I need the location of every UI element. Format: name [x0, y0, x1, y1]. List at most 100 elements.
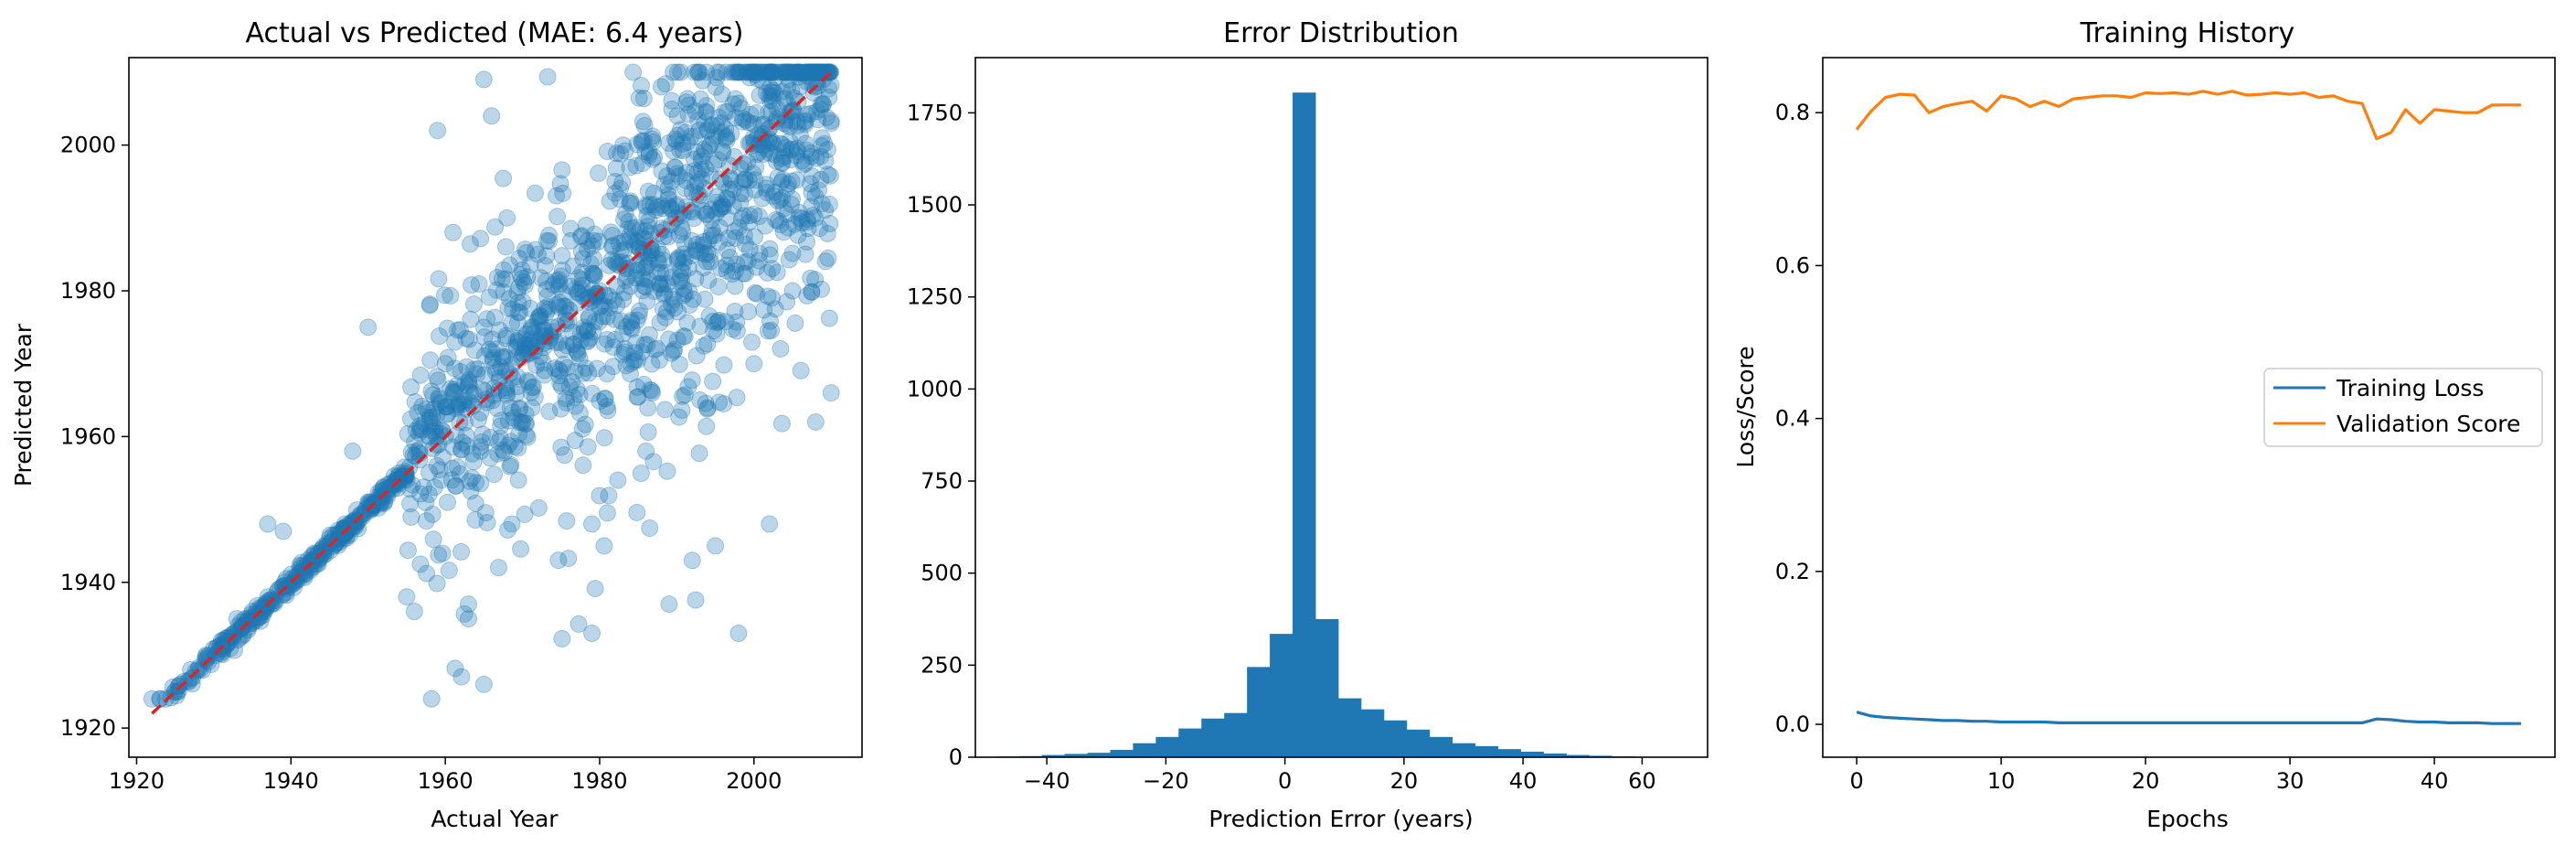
- scatter-point: [452, 363, 470, 381]
- scatter-point: [517, 426, 536, 444]
- scatter-point: [705, 226, 723, 244]
- scatter-point: [490, 372, 508, 390]
- scatter-point: [736, 171, 754, 189]
- scatter-point: [728, 63, 746, 81]
- scatter-point: [815, 134, 834, 153]
- scatter-point: [676, 327, 694, 346]
- scatter-point: [736, 235, 754, 253]
- scatter-point: [781, 63, 799, 81]
- scatter-point: [529, 309, 548, 327]
- scatter-point: [640, 211, 658, 230]
- scatter-point: [536, 366, 554, 384]
- scatter-point: [708, 313, 727, 331]
- scatter-point: [803, 283, 821, 301]
- scatter-point: [538, 287, 557, 305]
- scatter-point: [746, 171, 764, 189]
- scatter-point: [573, 276, 591, 294]
- scatter-point: [710, 311, 729, 329]
- scatter-point: [818, 63, 836, 81]
- scatter-point: [644, 453, 663, 471]
- scatter-point: [653, 196, 671, 214]
- scatter-point: [412, 421, 431, 439]
- scatter-point: [750, 143, 768, 161]
- scatter-point: [719, 190, 737, 209]
- scatter-point: [550, 298, 569, 316]
- scatter-point: [466, 494, 484, 512]
- scatter-point: [526, 389, 544, 407]
- scatter-point: [420, 403, 438, 422]
- scatter-point: [707, 78, 725, 96]
- scatter-point: [580, 309, 598, 327]
- scatter-point: [635, 336, 654, 354]
- scatter-point: [224, 625, 242, 643]
- scatter-point: [424, 530, 442, 549]
- scatter-point: [303, 556, 322, 574]
- history-frame: [1822, 57, 2556, 758]
- history-xtick-label: 10: [1987, 768, 2016, 794]
- scatter-point: [250, 608, 269, 626]
- scatter-point: [754, 125, 772, 144]
- scatter-point: [669, 303, 687, 321]
- scatter-point: [805, 63, 824, 81]
- scatter-point: [776, 63, 794, 81]
- scatter-point: [529, 498, 548, 517]
- scatter-point: [627, 334, 645, 352]
- scatter-point: [485, 465, 504, 484]
- scatter-xtick-label: 1960: [418, 768, 474, 794]
- scatter-point: [250, 607, 269, 626]
- scatter-point: [590, 313, 608, 331]
- scatter-point: [567, 280, 585, 298]
- scatter-point: [697, 205, 715, 223]
- scatter-point: [399, 541, 417, 560]
- scatter-point: [731, 185, 750, 203]
- scatter-point: [763, 133, 782, 151]
- scatter-point: [720, 249, 739, 267]
- scatter-point: [516, 405, 535, 423]
- scatter-point: [654, 300, 672, 318]
- scatter-point: [820, 195, 838, 213]
- scatter-point: [798, 63, 816, 81]
- scatter-point: [378, 487, 397, 505]
- scatter-point: [688, 164, 707, 182]
- scatter-point: [681, 201, 699, 219]
- scatter-y-ticks: 1920 1940 1960 1980 2000: [60, 133, 129, 741]
- scatter-point: [555, 297, 573, 316]
- scatter-point: [698, 400, 717, 418]
- scatter-point: [430, 388, 448, 406]
- scatter-point: [778, 179, 796, 198]
- scatter-point: [697, 97, 716, 115]
- scatter-point: [444, 382, 463, 401]
- scatter-point: [460, 373, 478, 391]
- scatter-point: [785, 215, 804, 233]
- scatter-point: [788, 63, 806, 81]
- scatter-point: [442, 471, 461, 489]
- scatter-point: [613, 325, 632, 343]
- scatter-point: [574, 250, 592, 268]
- scatter-point: [778, 116, 796, 134]
- scatter-point: [291, 560, 309, 578]
- scatter-point: [547, 333, 565, 351]
- scatter-point: [442, 286, 460, 305]
- scatter-point: [642, 237, 660, 255]
- scatter-point: [247, 612, 265, 630]
- scatter-point: [767, 152, 785, 170]
- scatter-point: [702, 227, 720, 245]
- scatter-point: [653, 219, 671, 238]
- scatter-point: [764, 187, 782, 205]
- scatter-point: [360, 495, 378, 513]
- scatter-point: [764, 81, 782, 100]
- scatter-point: [691, 90, 709, 108]
- scatter-point: [594, 307, 612, 326]
- scatter-point: [757, 140, 775, 158]
- scatter-point: [697, 63, 716, 81]
- scatter-point: [517, 414, 536, 433]
- scatter-point: [671, 121, 689, 139]
- scatter-point: [474, 425, 492, 444]
- scatter-point: [633, 155, 652, 173]
- scatter-point: [802, 104, 820, 123]
- scatter-point: [540, 402, 559, 421]
- scatter-point: [636, 143, 655, 161]
- scatter-point: [273, 585, 292, 604]
- scatter-point: [341, 514, 359, 532]
- scatter-point: [793, 209, 811, 228]
